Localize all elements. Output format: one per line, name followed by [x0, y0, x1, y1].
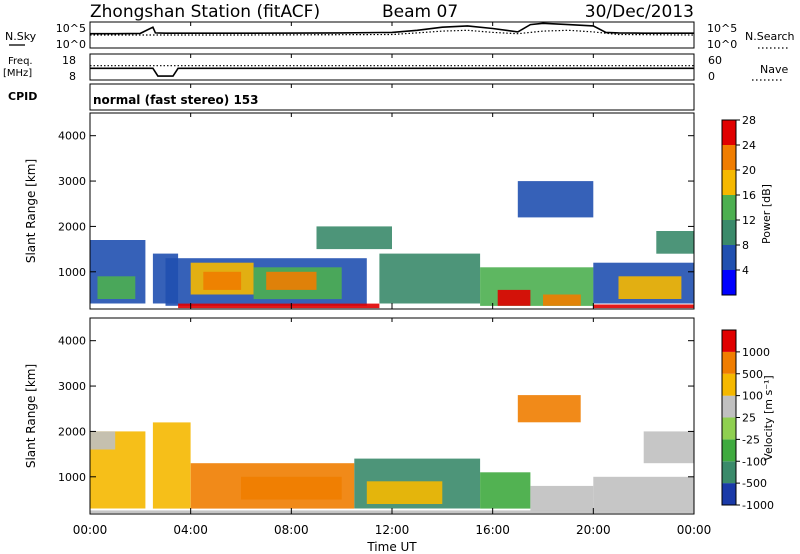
- velocity-echo-region-7: [480, 472, 531, 509]
- velocity-colorbar-tick-5: -100: [742, 455, 767, 468]
- velocity-colorbar-swatch-2: [722, 439, 736, 462]
- velocity-echo-region-8: [530, 485, 594, 511]
- velocity-colorbar-swatch-7: [722, 330, 736, 352]
- velocity-ylabel: Slant Range [km]: [24, 364, 38, 468]
- frequency-series-0: [90, 67, 694, 77]
- time-xtick-1: 04:00: [173, 523, 208, 537]
- power-echo-region-1: [97, 276, 136, 299]
- power-colorbar-swatch-2: [722, 220, 736, 245]
- power-colorbar-tick-3: 16: [742, 189, 756, 202]
- velocity-colorbar-tick-1: 500: [742, 368, 763, 381]
- power-colorbar-tick-1: 8: [742, 239, 749, 252]
- time-xtick-5: 20:00: [576, 523, 611, 537]
- power-colorbar-swatch-5: [722, 145, 736, 170]
- freq-left-label: Freq.: [8, 56, 33, 67]
- velocity-echo-region-6: [366, 481, 443, 504]
- power-ylabel: Slant Range [km]: [24, 159, 38, 263]
- freq-left-unit: [MHz]: [3, 68, 32, 79]
- power-colorbar-tick-2: 12: [742, 214, 756, 227]
- velocity-echo-region-10: [643, 431, 694, 464]
- noise-right-tick-bottom: 10^0: [707, 38, 737, 51]
- time-xtick-0: 00:00: [73, 523, 108, 537]
- velocity-echo-region-4: [241, 476, 342, 500]
- power-colorbar-label: Power [dB]: [760, 184, 773, 244]
- noise-left-label: N.Sky: [5, 30, 37, 43]
- cpid-row: CPID normal (fast stereo) 153: [8, 83, 695, 111]
- station-title: Zhongshan Station (fitACF): [90, 2, 320, 22]
- power-echo-region-8: [178, 303, 380, 309]
- velocity-colorbar-tick-0: 1000: [742, 346, 770, 359]
- power-echo-region-15: [618, 276, 682, 299]
- power-colorbar-swatch-6: [722, 120, 736, 145]
- time-xlabel: Time UT: [366, 540, 417, 554]
- power-echo-region-10: [316, 226, 392, 250]
- velocity-colorbar-tick-2: 100: [742, 390, 763, 403]
- velocity-colorbar-swatch-0: [722, 483, 736, 505]
- velocity-echo-region-2: [152, 422, 191, 509]
- power-echo-region-13: [543, 294, 581, 306]
- power-colorbar-tick-4: 20: [742, 164, 756, 177]
- freq-left-tick-bottom: 8: [69, 70, 76, 83]
- power-ytick-3: 4000: [58, 130, 86, 143]
- cpid-mode: normal (fast stereo) 153: [93, 93, 259, 107]
- power-colorbar-swatch-0: [722, 270, 736, 295]
- noise-right-label: N.Search: [745, 30, 795, 43]
- velocity-colorbar-swatch-6: [722, 351, 736, 374]
- noise-series-0: [90, 22, 694, 35]
- power-echo-region-16: [656, 231, 695, 254]
- velocity-echo-region-9: [593, 476, 694, 511]
- noise-panel: N.Sky 10^5 10^0 10^5 10^0 N.Search: [5, 21, 795, 51]
- power-echo-region-12: [497, 289, 531, 306]
- power-echo-region-7: [266, 271, 317, 290]
- velocity-echo-region-1: [90, 431, 116, 450]
- power-ytick-2: 3000: [58, 175, 86, 188]
- time-xtick-4: 16:00: [475, 523, 510, 537]
- velocity-colorbar-tick-7: -1000: [742, 499, 774, 512]
- power-colorbar-tick-0: 4: [742, 264, 749, 277]
- velocity-colorbar-tick-3: 25: [742, 412, 756, 425]
- power-colorbar-swatch-3: [722, 195, 736, 220]
- velocity-echo-region-11: [517, 395, 581, 423]
- velocity-ytick-0: 1000: [58, 471, 86, 484]
- cpid-label: CPID: [8, 90, 37, 103]
- velocity-colorbar-tick-4: -25: [742, 433, 760, 446]
- beam-label: Beam 07: [382, 2, 458, 22]
- time-xtick-3: 12:00: [375, 523, 410, 537]
- velocity-colorbar-swatch-4: [722, 395, 736, 418]
- time-xtick-2: 08:00: [274, 523, 309, 537]
- power-echo-region-18: [593, 304, 694, 309]
- noise-right-tick-top: 10^5: [707, 22, 737, 35]
- power-echo-region-17: [517, 181, 594, 218]
- power-echo-region-5: [203, 271, 242, 290]
- velocity-ytick-1: 2000: [58, 425, 86, 438]
- power-panel: 1000 2000 3000 4000 Slant Range [km] 4 8 12 16…: [24, 112, 773, 310]
- power-colorbar-swatch-1: [722, 245, 736, 270]
- date-label: 30/Dec/2013: [585, 2, 694, 22]
- nave-right-tick-top: 60: [708, 54, 722, 67]
- power-colorbar-tick-5: 24: [742, 139, 756, 152]
- power-echo-region-9: [379, 253, 481, 304]
- noise-left-tick-bottom: 10^0: [56, 38, 86, 51]
- power-colorbar-tick-6: 28: [742, 114, 756, 127]
- velocity-ytick-2: 3000: [58, 380, 86, 393]
- velocity-colorbar-swatch-3: [722, 417, 736, 440]
- velocity-colorbar-tick-6: -500: [742, 477, 767, 490]
- power-ytick-1: 2000: [58, 220, 86, 233]
- velocity-colorbar-label: Velocity [m s⁻¹]: [762, 375, 775, 460]
- nave-right-label: Nave: [760, 63, 788, 76]
- power-colorbar-swatch-4: [722, 170, 736, 195]
- nave-right-tick-bottom: 0: [708, 70, 715, 83]
- frequency-panel: Freq. [MHz] 18 8 60 0 Nave: [3, 53, 788, 83]
- power-ytick-0: 1000: [58, 266, 86, 279]
- velocity-colorbar-swatch-1: [722, 461, 736, 484]
- time-xtick-6: 00:00: [677, 523, 712, 537]
- velocity-colorbar-swatch-5: [722, 373, 736, 396]
- noise-left-tick-top: 10^5: [56, 22, 86, 35]
- freq-left-tick-top: 18: [62, 54, 76, 67]
- velocity-ytick-3: 4000: [58, 335, 86, 348]
